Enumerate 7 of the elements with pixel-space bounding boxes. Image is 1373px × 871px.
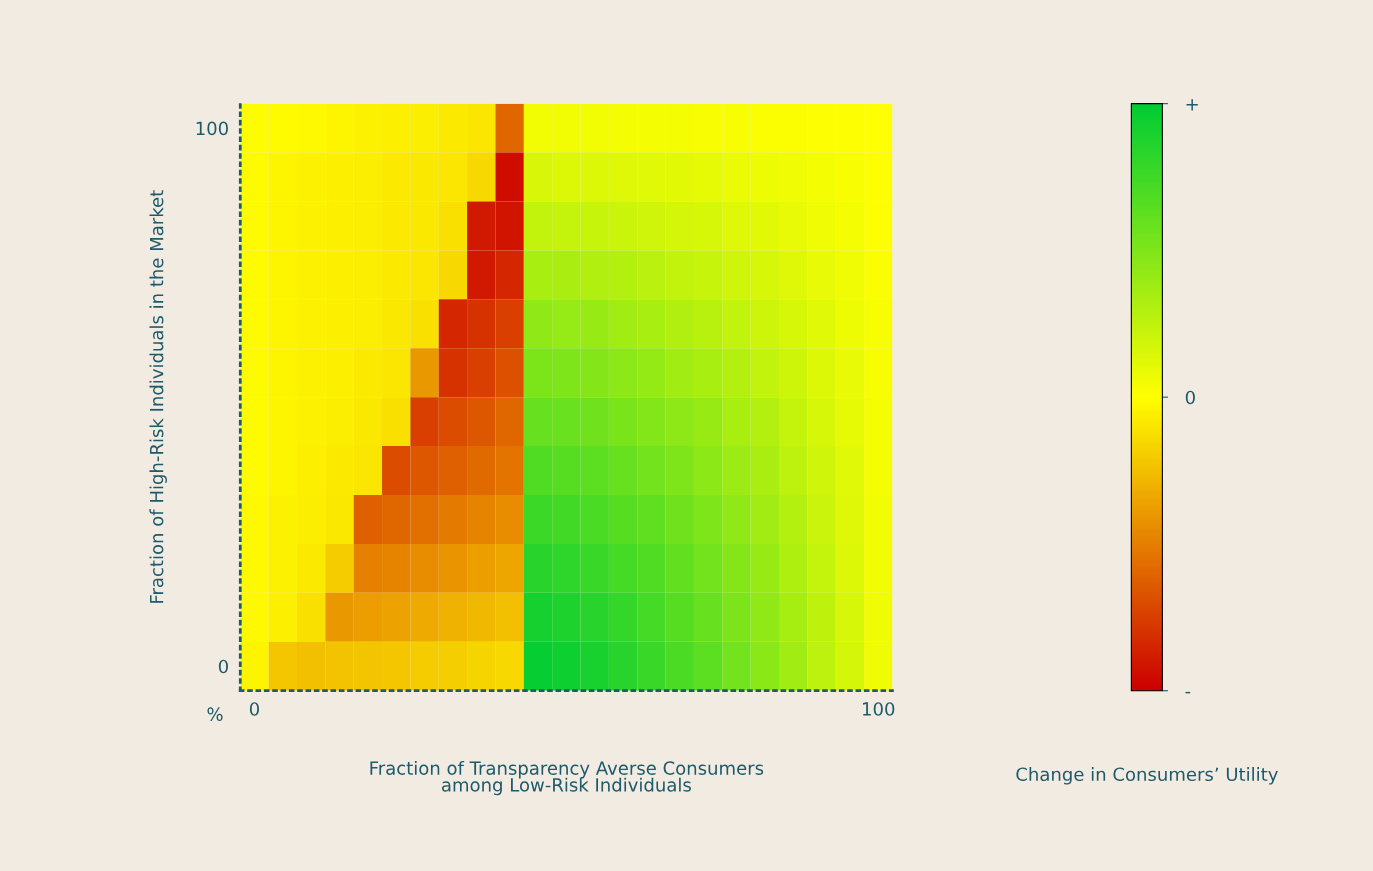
color-bar-title: Change in Consumers’ Utility <box>1016 767 1278 785</box>
color-bar-label: 0 <box>1185 390 1195 405</box>
text: % <box>207 707 223 721</box>
y-axis-title: Fraction of High-Risk Individuals in the Market <box>149 190 167 603</box>
color-bar-label: + <box>1186 99 1198 111</box>
color-bar-label: - <box>1185 691 1191 694</box>
x-axis-title: Fraction of Transparency Averse Consumers among Low-Risk Individuals <box>370 760 764 796</box>
